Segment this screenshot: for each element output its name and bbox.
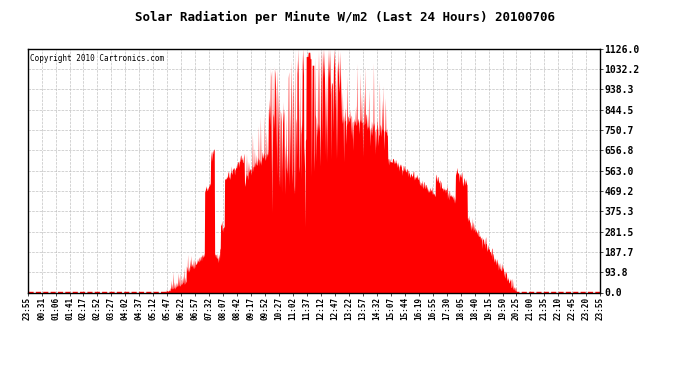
Text: Solar Radiation per Minute W/m2 (Last 24 Hours) 20100706: Solar Radiation per Minute W/m2 (Last 24… [135,11,555,24]
Text: Copyright 2010 Cartronics.com: Copyright 2010 Cartronics.com [30,54,165,63]
